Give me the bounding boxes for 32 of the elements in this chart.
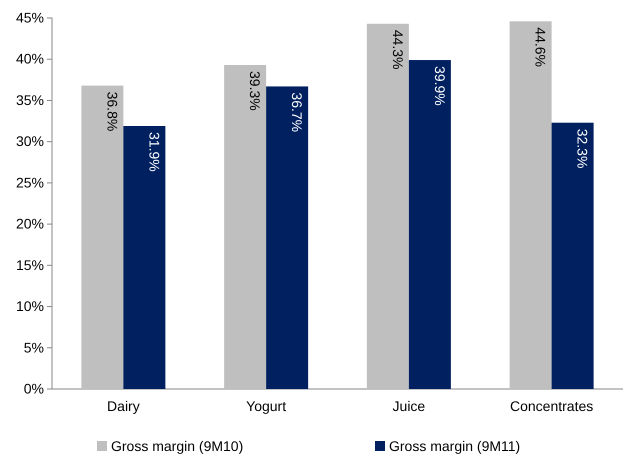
y-tick-label: 15% bbox=[16, 256, 44, 273]
bar bbox=[552, 122, 594, 389]
bar bbox=[366, 24, 409, 389]
y-tick-label: 20% bbox=[16, 216, 44, 232]
y-tick-label: 45% bbox=[16, 9, 44, 26]
bar bbox=[81, 86, 124, 389]
y-tick-label: 0% bbox=[24, 380, 44, 396]
data-label: 39.3% bbox=[247, 70, 264, 111]
bar bbox=[224, 64, 266, 389]
y-tick-label: 30% bbox=[16, 133, 44, 150]
y-tick-label: 35% bbox=[16, 92, 44, 108]
data-label: 36.7% bbox=[289, 92, 306, 132]
data-label: 36.8% bbox=[104, 92, 120, 132]
bar bbox=[510, 21, 552, 389]
data-label: 39.9% bbox=[432, 66, 448, 106]
legend-label: Gross margin (9M11) bbox=[389, 438, 520, 454]
y-tick-label: 5% bbox=[24, 339, 44, 356]
x-tick-label: Dairy bbox=[107, 398, 140, 414]
y-tick-label: 10% bbox=[16, 298, 44, 314]
bar bbox=[266, 86, 308, 389]
data-label: 32.3% bbox=[574, 128, 591, 168]
data-label: 44.6% bbox=[532, 27, 549, 67]
y-tick-label: 40% bbox=[16, 50, 44, 67]
bar bbox=[123, 126, 166, 389]
legend-label: Gross margin (9M10) bbox=[111, 438, 244, 454]
y-tick-label: 25% bbox=[16, 174, 44, 190]
x-tick-label: Concentrates bbox=[510, 398, 594, 414]
x-tick-label: Juice bbox=[392, 398, 426, 414]
bar bbox=[408, 60, 451, 389]
data-label: 44.3% bbox=[390, 30, 406, 70]
data-label: 31.9% bbox=[146, 132, 162, 172]
x-tick-label: Yogurt bbox=[246, 398, 286, 414]
